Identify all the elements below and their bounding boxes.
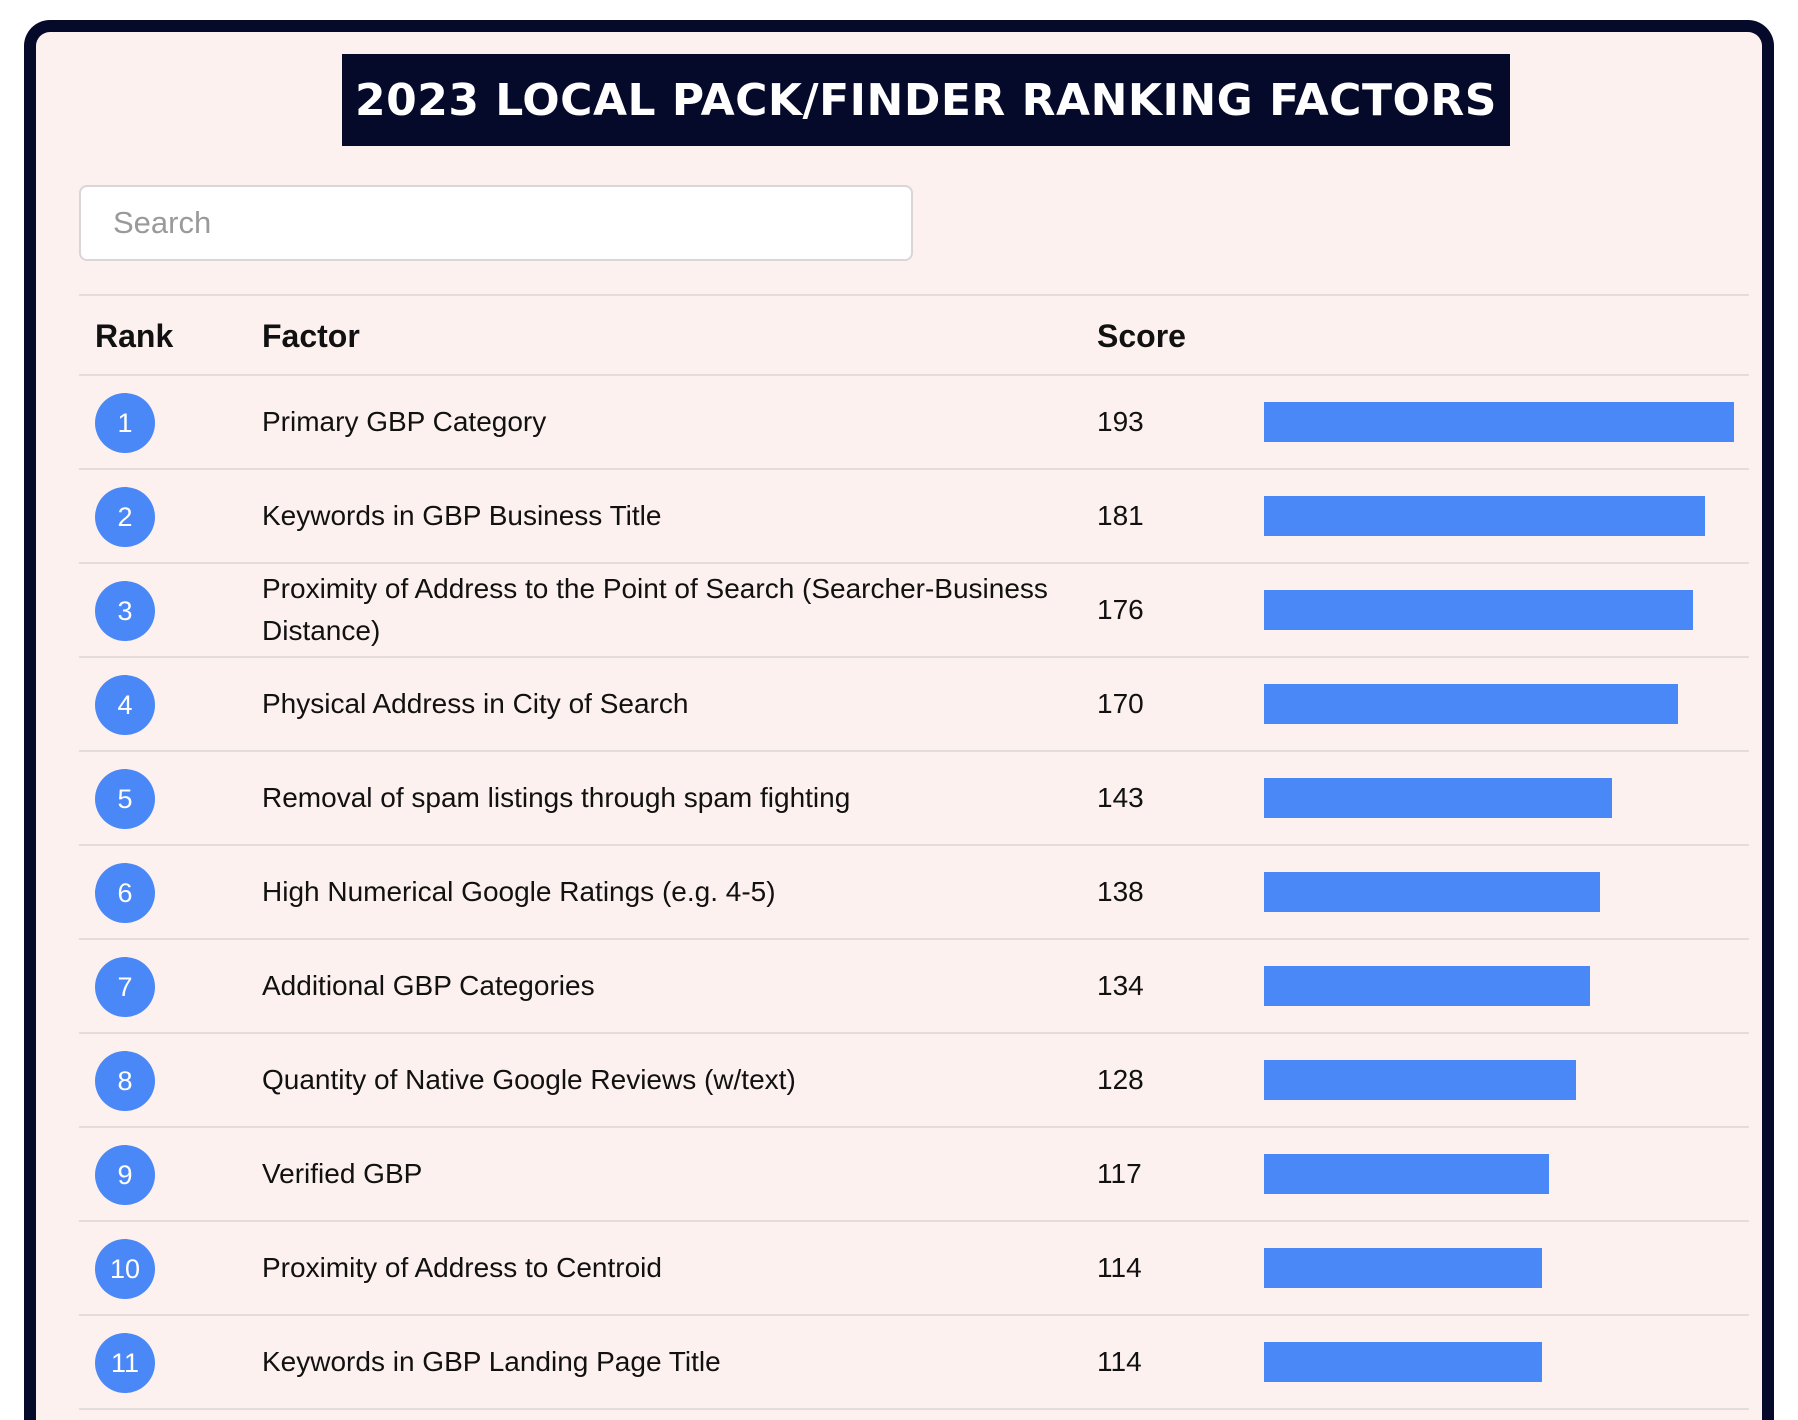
score-bar-track: [1264, 1060, 1734, 1100]
score-bar: [1264, 590, 1693, 630]
table-body: 1 Primary GBP Category 193 2 Keywords in GBP…: [79, 376, 1749, 1410]
score-bar: [1264, 1248, 1542, 1288]
score-bar-track: [1264, 1248, 1734, 1288]
score-bar: [1264, 1060, 1576, 1100]
score-value: 176: [1097, 594, 1144, 625]
header-rank[interactable]: Rank: [95, 317, 174, 354]
table-row: 4 Physical Address in City of Search 170: [79, 658, 1749, 752]
score-bar-track: [1264, 872, 1734, 912]
score-bar: [1264, 872, 1601, 912]
factor-label: Proximity of Address to Centroid: [262, 1252, 662, 1283]
score-value: 134: [1097, 970, 1144, 1001]
score-bar: [1264, 1342, 1542, 1382]
rank-badge: 3: [95, 581, 155, 641]
page-title: 2023 LOCAL PACK/FINDER RANKING FACTORS: [355, 74, 1497, 126]
rank-badge: 10: [95, 1239, 155, 1299]
table-row: 5 Removal of spam listings through spam f…: [79, 752, 1749, 846]
score-value: 181: [1097, 500, 1144, 531]
score-bar: [1264, 402, 1734, 442]
score-bar: [1264, 778, 1613, 818]
score-bar: [1264, 1154, 1549, 1194]
rank-badge: 2: [95, 487, 155, 547]
score-bar-track: [1264, 496, 1734, 536]
score-bar-track: [1264, 1342, 1734, 1382]
rank-badge: 7: [95, 957, 155, 1017]
table-row: 1 Primary GBP Category 193: [79, 376, 1749, 470]
table-row: 2 Keywords in GBP Business Title 181: [79, 470, 1749, 564]
score-bar: [1264, 966, 1591, 1006]
score-bar-track: [1264, 966, 1734, 1006]
rank-badge: 1: [95, 393, 155, 453]
table-row: 8 Quantity of Native Google Reviews (w/te…: [79, 1034, 1749, 1128]
factor-label: Quantity of Native Google Reviews (w/tex…: [262, 1064, 796, 1095]
score-value: 193: [1097, 406, 1144, 437]
factor-label: Removal of spam listings through spam fi…: [262, 782, 851, 813]
rank-badge: 6: [95, 863, 155, 923]
rank-badge: 9: [95, 1145, 155, 1205]
score-bar-track: [1264, 778, 1734, 818]
rank-badge: 11: [95, 1333, 155, 1393]
rank-badge: 8: [95, 1051, 155, 1111]
factor-label: Verified GBP: [262, 1158, 423, 1189]
ranking-table: Rank Factor Score 1 Primary GBP Category 1…: [79, 294, 1749, 1410]
header-score[interactable]: Score: [1097, 317, 1186, 354]
factor-label: Proximity of Address to the Point of Sea…: [262, 573, 1048, 646]
ranking-factors-panel: 2023 LOCAL PACK/FINDER RANKING FACTORS R…: [24, 20, 1774, 1420]
score-bar-track: [1264, 402, 1734, 442]
table-row: 3 Proximity of Address to the Point of Se…: [79, 564, 1749, 658]
score-bar-track: [1264, 684, 1734, 724]
rank-badge: 4: [95, 675, 155, 735]
table-header: Rank Factor Score: [79, 294, 1749, 376]
factor-label: Physical Address in City of Search: [262, 688, 689, 719]
table-row: 7 Additional GBP Categories 134: [79, 940, 1749, 1034]
score-value: 143: [1097, 782, 1144, 813]
score-value: 114: [1097, 1346, 1142, 1377]
table-row: 11 Keywords in GBP Landing Page Title 114: [79, 1316, 1749, 1410]
table-row: 10 Proximity of Address to Centroid 114: [79, 1222, 1749, 1316]
header-factor[interactable]: Factor: [262, 317, 360, 354]
score-bar: [1264, 496, 1705, 536]
factor-label: Keywords in GBP Business Title: [262, 500, 662, 531]
table-row: 9 Verified GBP 117: [79, 1128, 1749, 1222]
factor-label: Primary GBP Category: [262, 406, 547, 437]
score-value: 128: [1097, 1064, 1144, 1095]
factor-label: Keywords in GBP Landing Page Title: [262, 1346, 721, 1377]
table-row: 6 High Numerical Google Ratings (e.g. 4-5…: [79, 846, 1749, 940]
score-value: 114: [1097, 1252, 1142, 1283]
score-bar: [1264, 684, 1678, 724]
title-banner: 2023 LOCAL PACK/FINDER RANKING FACTORS: [342, 54, 1510, 146]
search-input[interactable]: [79, 185, 913, 261]
score-bar-track: [1264, 1154, 1734, 1194]
factor-label: Additional GBP Categories: [262, 970, 595, 1001]
score-value: 117: [1097, 1158, 1142, 1189]
score-bar-track: [1264, 590, 1734, 630]
factor-label: High Numerical Google Ratings (e.g. 4-5): [262, 876, 776, 907]
rank-badge: 5: [95, 769, 155, 829]
score-value: 170: [1097, 688, 1144, 719]
score-value: 138: [1097, 876, 1144, 907]
